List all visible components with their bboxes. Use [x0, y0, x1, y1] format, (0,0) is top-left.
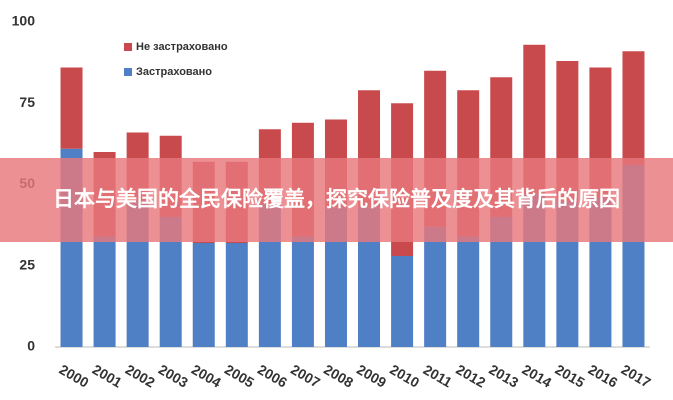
legend-label: Не застраховано: [136, 41, 228, 53]
bar-segment: [159, 217, 182, 347]
bar-segment: [93, 236, 116, 347]
legend-swatch: [124, 68, 132, 76]
bar-segment: [391, 256, 414, 347]
x-tick-label: 2017: [619, 361, 654, 391]
x-tick-label: 2002: [123, 361, 158, 391]
x-tick-label: 2004: [189, 361, 224, 391]
x-tick-label: 2016: [586, 361, 621, 391]
banner: 日本与美国的全民保险覆盖，探究保险普及度及其背后的原因: [0, 158, 673, 242]
bar-segment: [490, 217, 513, 347]
x-tick-label: 2003: [156, 361, 191, 391]
y-tick-label: 0: [27, 338, 35, 354]
x-tick-label: 2012: [453, 361, 488, 391]
x-tick-label: 2009: [354, 361, 389, 391]
bar-segment: [457, 236, 480, 347]
bar-segment: [192, 243, 215, 347]
y-tick-label: 25: [19, 256, 35, 272]
bar-segment: [523, 44, 546, 195]
x-tick-label: 2005: [222, 361, 257, 391]
x-tick-label: 2006: [255, 361, 290, 391]
x-tick-label: 2007: [288, 361, 323, 391]
x-tick-label: 2011: [421, 361, 455, 390]
bar-segment: [225, 243, 248, 347]
legend-label: Застраховано: [136, 66, 212, 78]
banner-title: 日本与美国的全民保险覆盖，探究保险普及度及其背后的原因: [53, 188, 620, 211]
bar-segment: [324, 207, 347, 347]
bar-segment: [424, 226, 447, 347]
legend-swatch: [124, 43, 132, 51]
y-tick-label: 100: [12, 13, 36, 29]
bar-segment: [291, 236, 314, 347]
x-tick-label: 2008: [321, 361, 356, 391]
x-tick-label: 2015: [553, 361, 588, 391]
x-tick-label: 2010: [387, 361, 422, 391]
x-tick-label: 2014: [519, 361, 554, 391]
bar-segment: [358, 207, 381, 347]
bar-segment: [622, 51, 645, 165]
y-tick-label: 75: [19, 94, 35, 110]
x-tick-label: 2001: [90, 361, 125, 391]
bar-segment: [60, 67, 83, 149]
x-tick-label: 2000: [57, 361, 92, 391]
x-tick-label: 2013: [486, 361, 521, 391]
